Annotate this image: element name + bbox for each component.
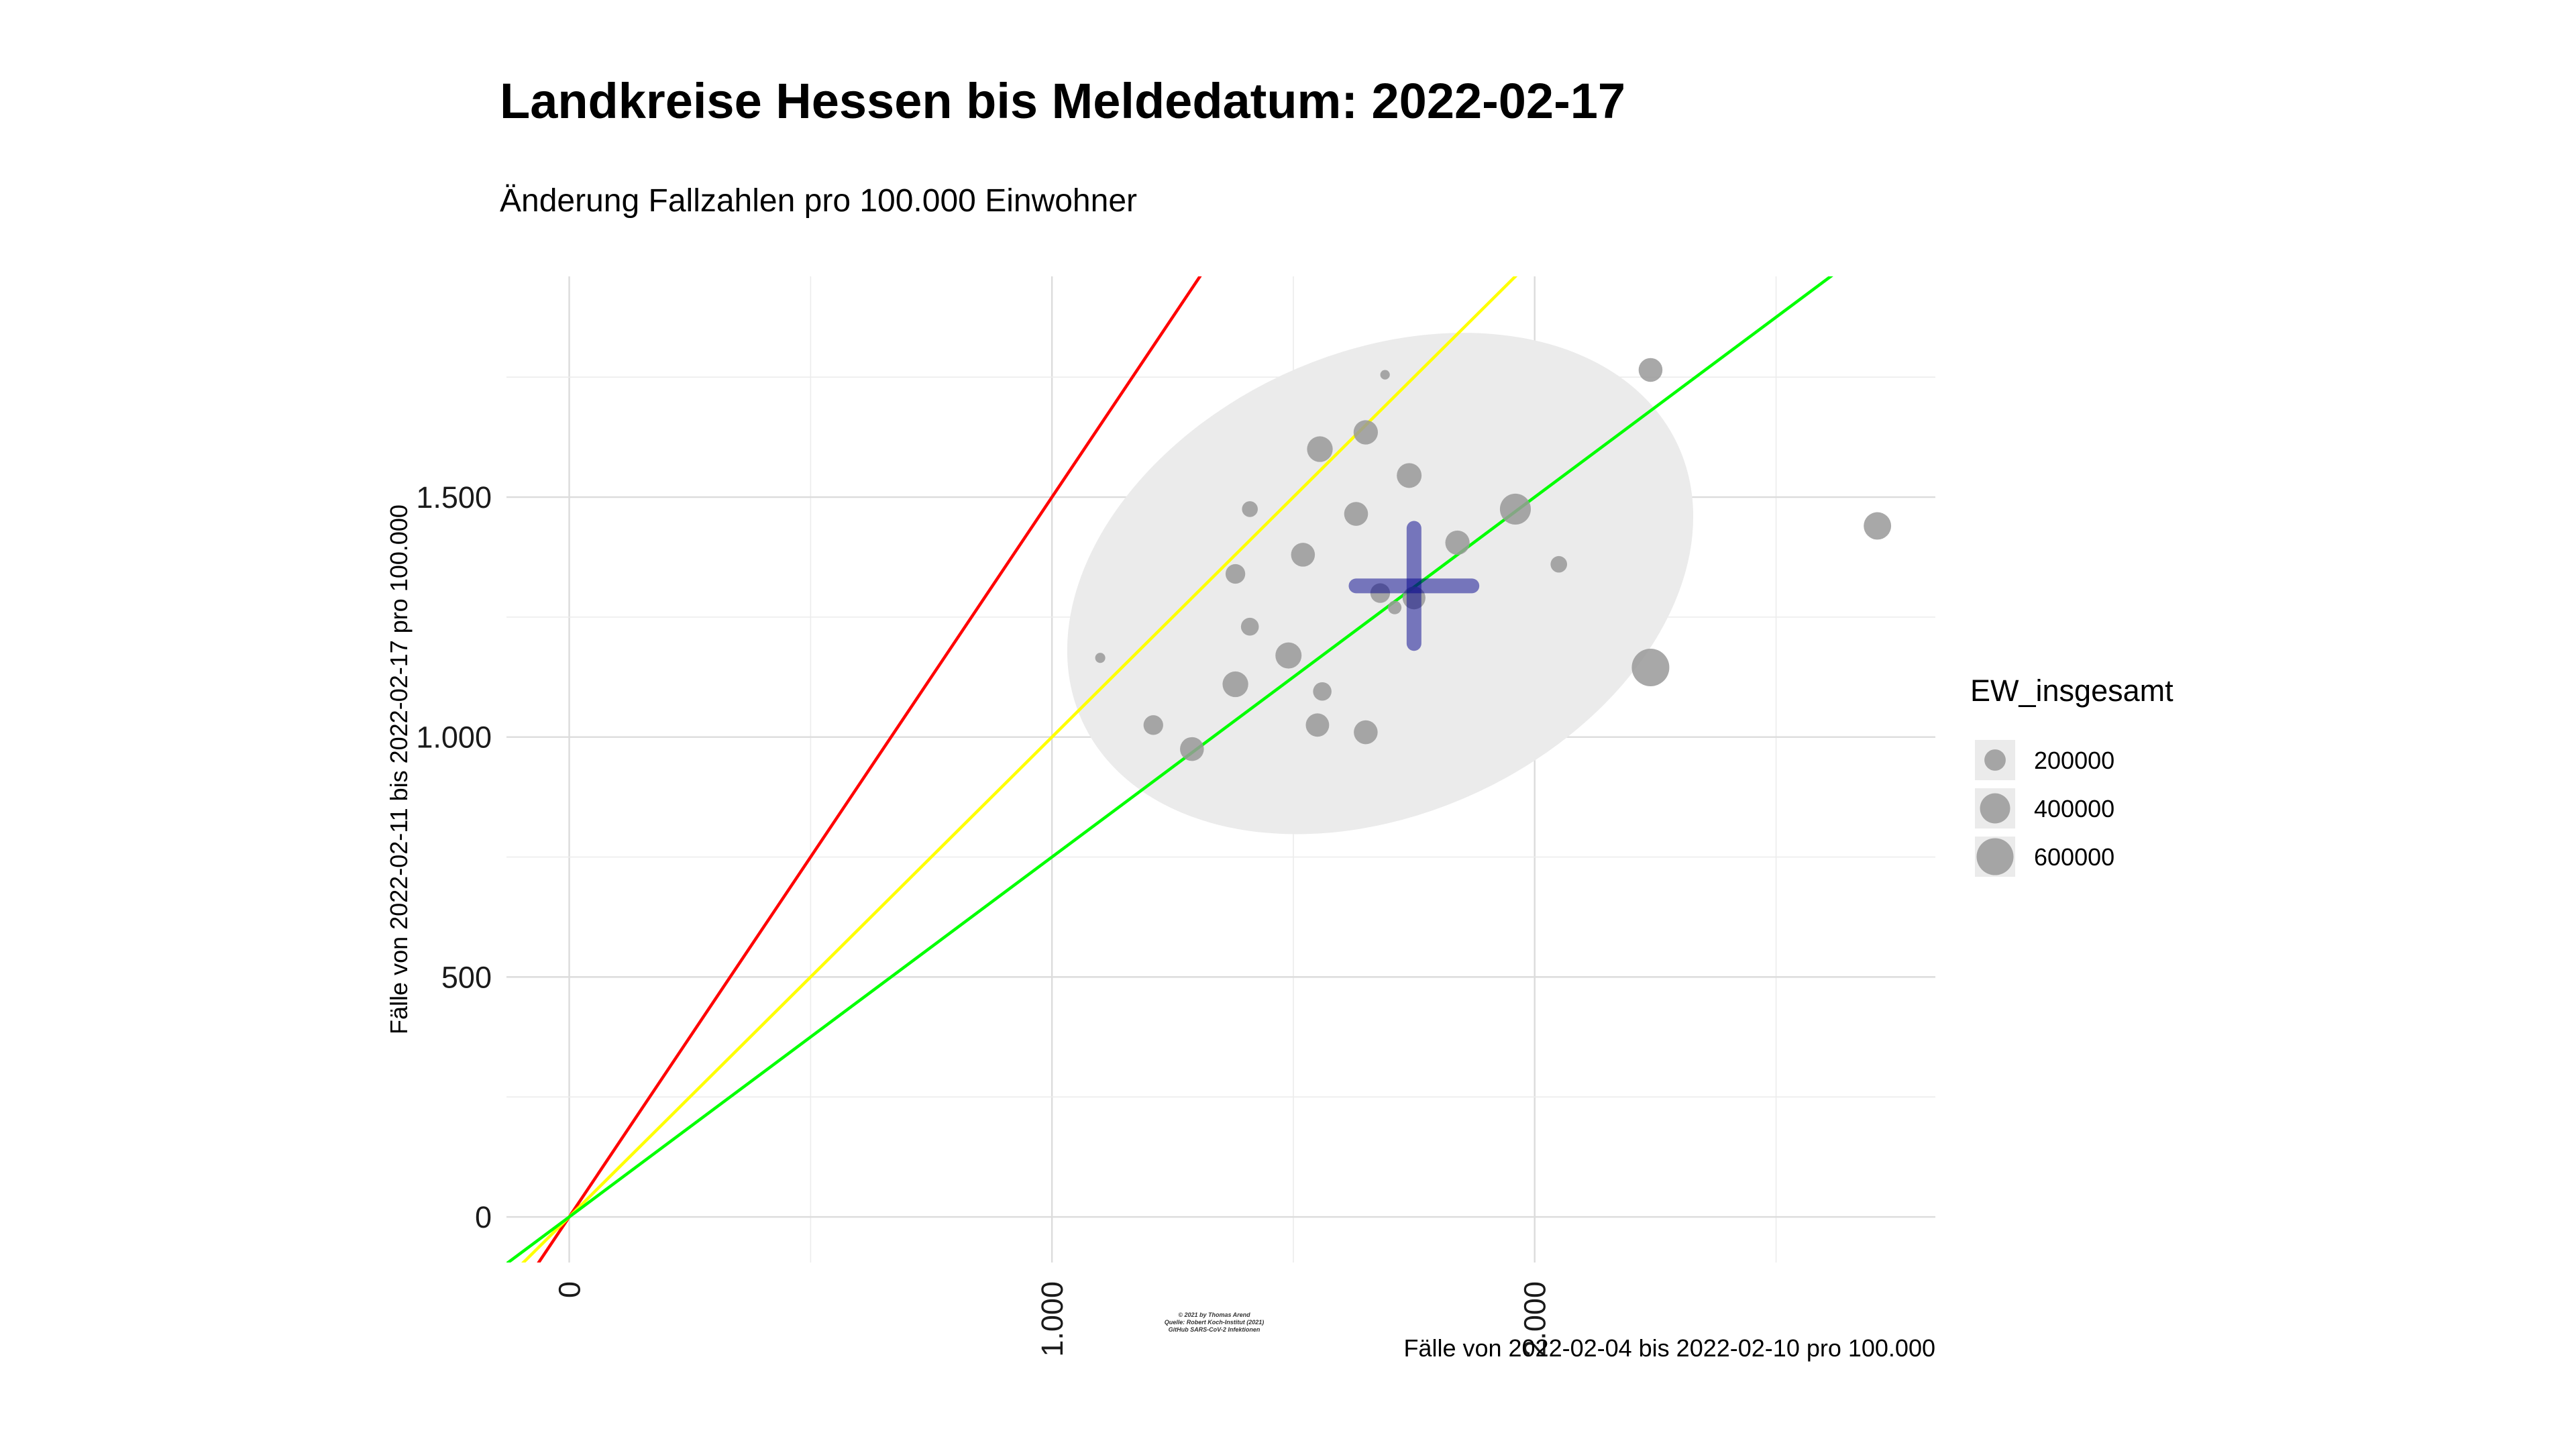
- data-point: [1242, 501, 1258, 517]
- caption-line: Quelle: Robert Koch-Institut (2021): [1164, 1319, 1265, 1326]
- data-point: [1638, 358, 1663, 382]
- x-tick-label: 0: [553, 1281, 587, 1298]
- reference-line: [521, 276, 1518, 1263]
- legend-key-point: [1984, 749, 2006, 771]
- data-point: [1225, 564, 1246, 584]
- data-point: [1354, 720, 1378, 745]
- data-point: [1397, 463, 1422, 488]
- plot-area: [506, 276, 1892, 1263]
- legend-title: EW_insgesamt: [1970, 674, 2174, 708]
- legend-entry-label: 600000: [2034, 843, 2114, 871]
- chart-title: Landkreise Hessen bis Meldedatum: 2022-0…: [500, 73, 1626, 129]
- data-point: [1864, 512, 1892, 540]
- x-axis-title: Fälle von 2022-02-04 bis 2022-02-10 pro …: [1403, 1334, 1935, 1362]
- data-point: [1380, 370, 1390, 380]
- x-tick-label: 2.000: [1518, 1281, 1552, 1357]
- legend-entry-label: 400000: [2034, 795, 2114, 822]
- legend-key-point: [1976, 838, 2014, 875]
- reference-line: [537, 276, 1202, 1263]
- data-point: [1180, 737, 1204, 761]
- y-tick-label: 1.500: [416, 480, 492, 515]
- y-tick-label: 1.000: [416, 720, 492, 755]
- chart-subtitle: Änderung Fallzahlen pro 100.000 Einwohne…: [500, 183, 1137, 219]
- x-tick-label: 1.000: [1035, 1281, 1069, 1357]
- data-point: [1313, 682, 1332, 701]
- data-point: [1222, 671, 1248, 698]
- data-point: [1305, 713, 1330, 737]
- data-point: [1344, 502, 1368, 526]
- legend-key-point: [1980, 793, 2010, 824]
- data-point: [1550, 555, 1568, 573]
- data-point: [1353, 420, 1379, 445]
- data-point: [1445, 530, 1470, 555]
- legend-entry-label: 200000: [2034, 747, 2114, 774]
- data-point: [1240, 617, 1259, 636]
- data-point: [1307, 436, 1333, 462]
- data-point: [1291, 543, 1316, 567]
- data-point: [1499, 493, 1531, 525]
- caption-line: © 2021 by Thomas Arend: [1178, 1311, 1250, 1318]
- reference-line: [506, 276, 1833, 1263]
- data-point: [1387, 600, 1402, 614]
- y-axis-title: Fälle von 2022-02-11 bis 2022-02-17 pro …: [385, 504, 413, 1034]
- y-tick-label: 0: [475, 1200, 492, 1234]
- data-point: [1143, 715, 1163, 735]
- caption-line: GitHub SARS-CoV-2 Infektionen: [1168, 1326, 1260, 1333]
- y-tick-label: 500: [441, 960, 492, 994]
- caption: © 2021 by Thomas Arend Quelle: Robert Ko…: [1147, 1311, 1281, 1334]
- data-point: [1095, 653, 1106, 663]
- data-point: [1275, 642, 1302, 669]
- data-point: [1631, 648, 1670, 686]
- legend: EW_insgesamt 200000 400000 600000: [1970, 674, 2174, 877]
